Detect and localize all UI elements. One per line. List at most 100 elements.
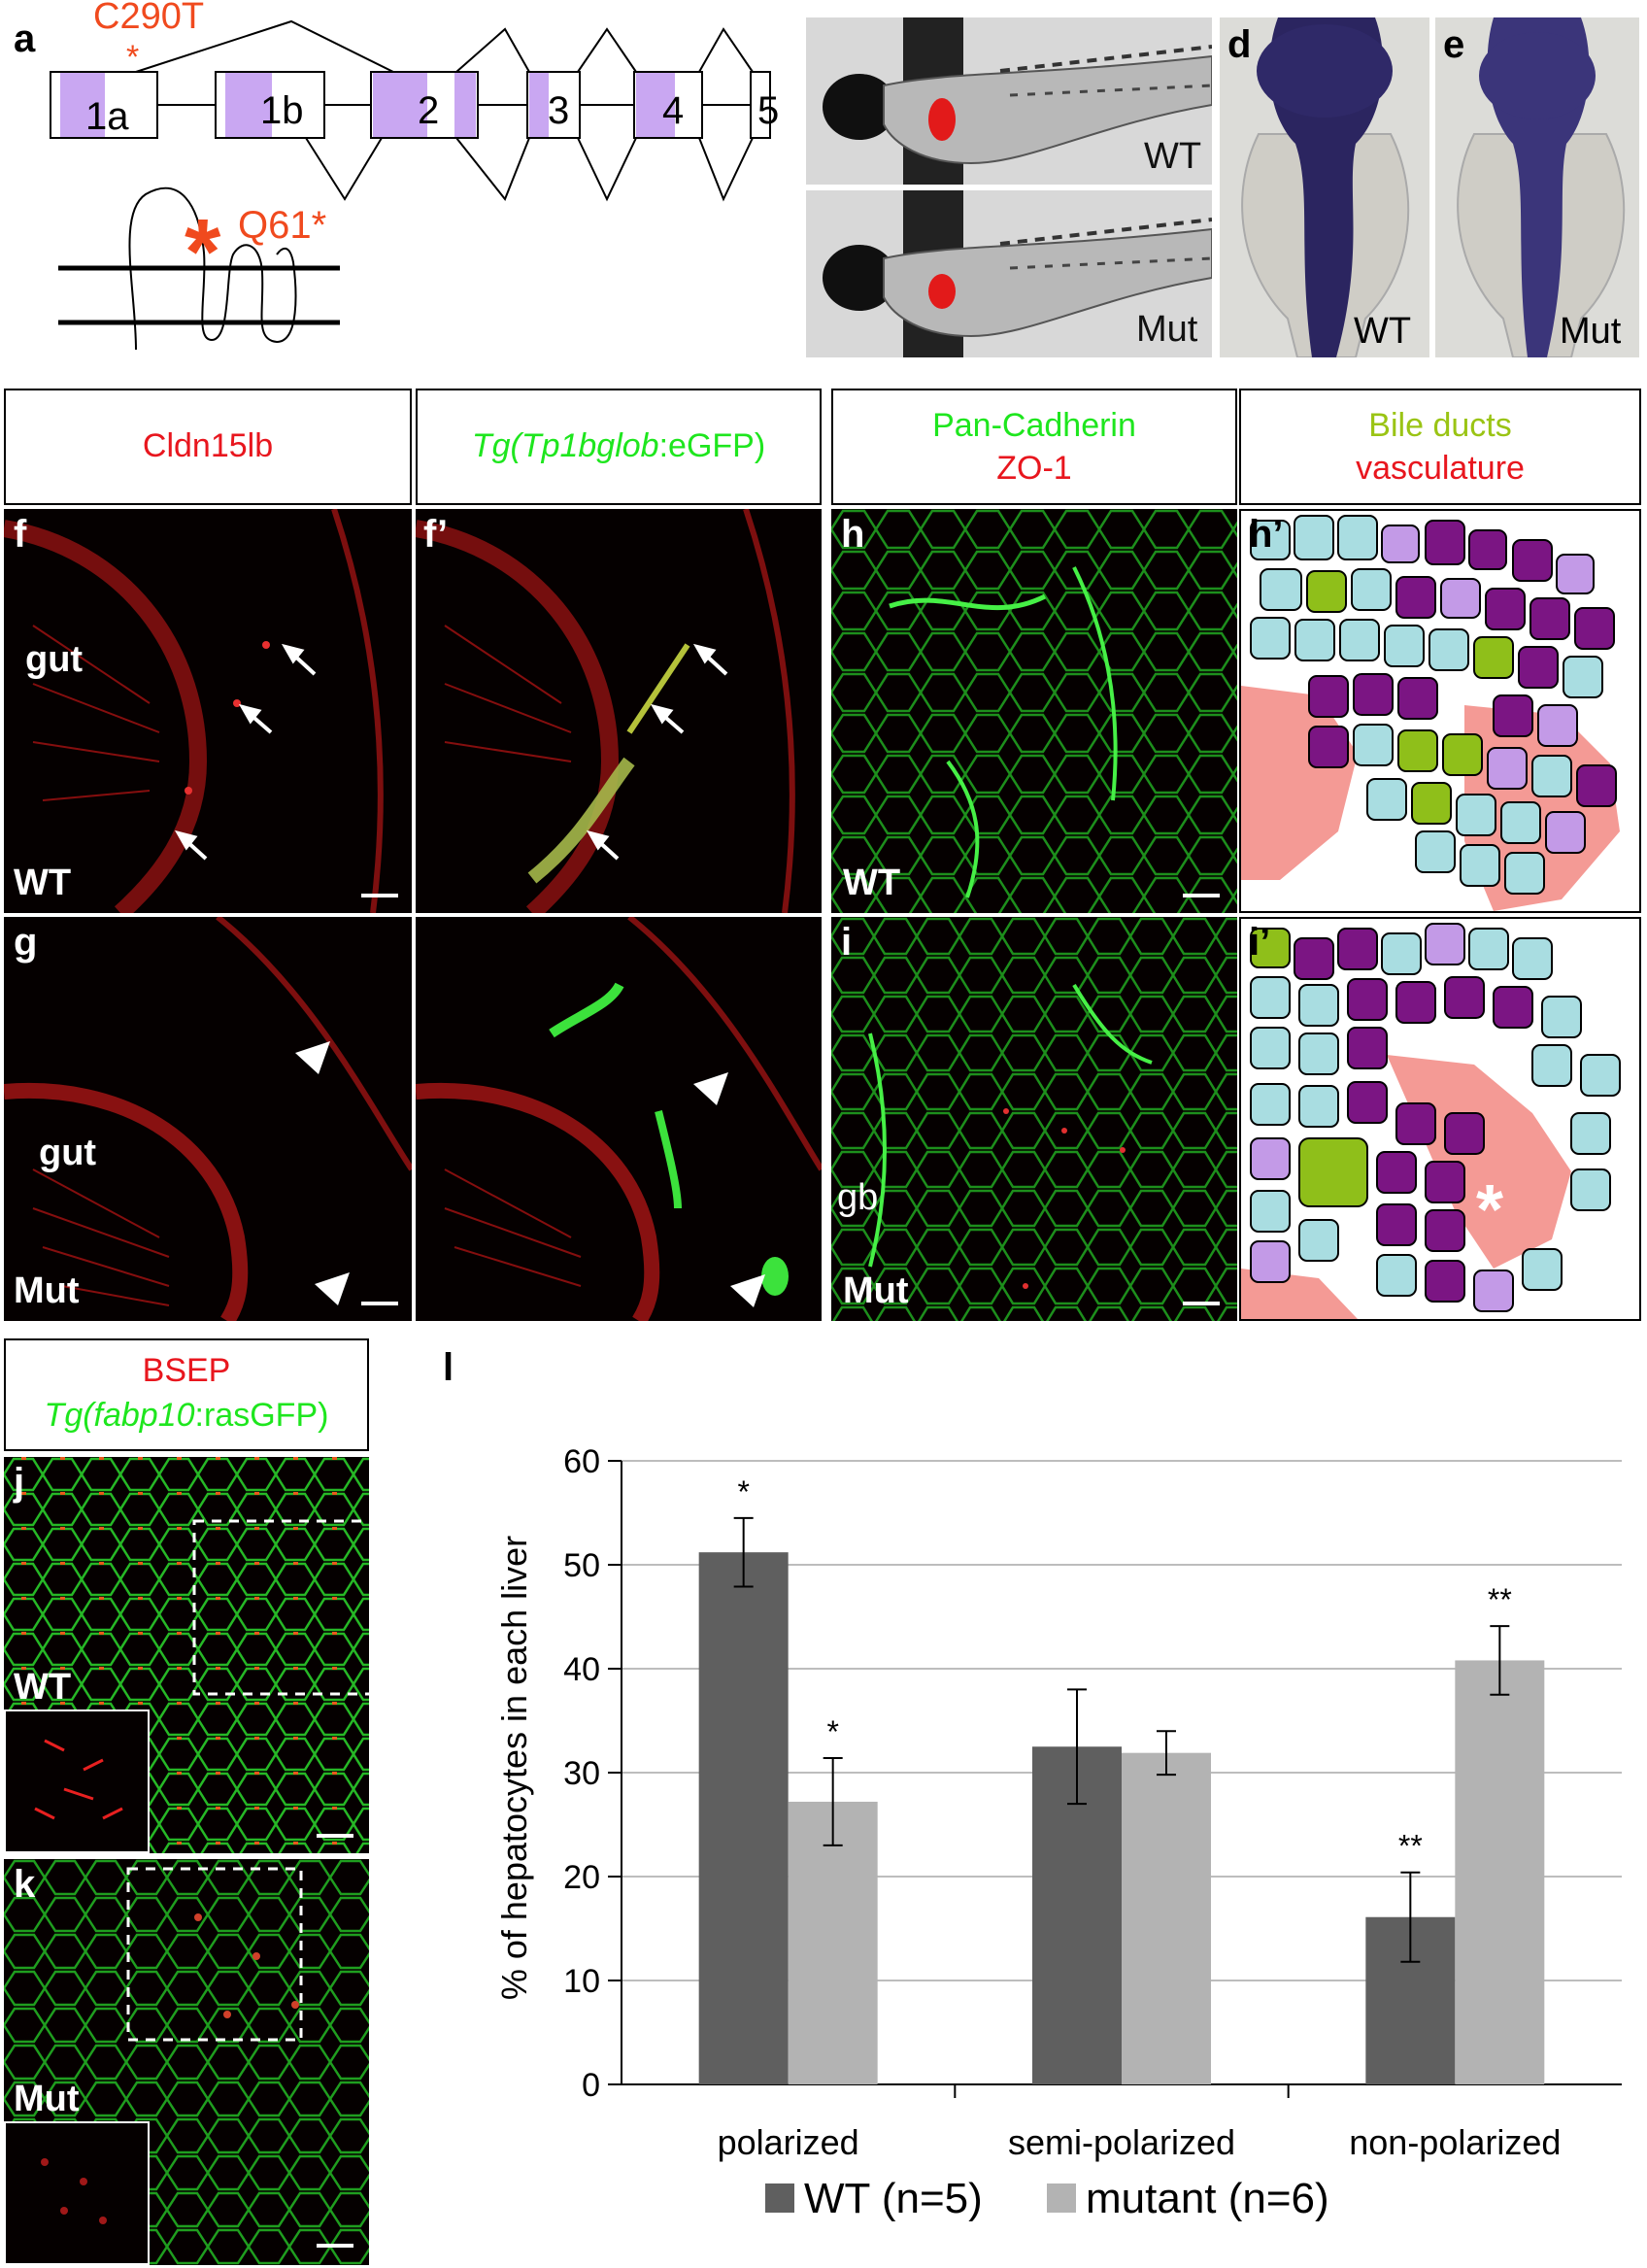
significance-polarized-1: * [826, 1714, 838, 1749]
panel-label-k: k [14, 1863, 36, 1906]
exon-label-1a: 1a [85, 95, 129, 138]
panel-label-f2: f’ [423, 513, 449, 556]
y-axis-label: % of hepatocytes in each liver [494, 1536, 534, 2000]
in-situ-image-wt [1220, 17, 1429, 357]
bar-non-polarized-mutant [1455, 1660, 1545, 2084]
header-pan-cadherin-text: Pan-Cadherin [932, 407, 1136, 444]
y-tick-label-60: 60 [563, 1443, 600, 1480]
in-situ-label-wt: WT [1354, 311, 1412, 352]
exon-label-1b: 1b [260, 89, 304, 132]
gene-structure-diagram [50, 19, 771, 351]
panel-label-h: h [841, 513, 865, 556]
legend-label-0: WT (n=5) [804, 2175, 983, 2222]
legend-label-1: mutant (n=6) [1086, 2175, 1329, 2222]
label-mut-i: Mut [843, 1270, 909, 1311]
header-tp1bglob: Tg(Tp1bglob:eGFP) [416, 389, 822, 505]
exon-label-5: 5 [757, 89, 780, 132]
panel-label-d: d [1227, 23, 1252, 66]
tracing-h2-wt [1239, 509, 1641, 913]
label-gb-i: gb [837, 1177, 879, 1218]
scale-bar-h [1183, 894, 1220, 897]
panel-label-j: j [14, 1461, 25, 1504]
panel-label-l: l [443, 1346, 454, 1389]
scale-bar-g [361, 1302, 398, 1305]
label-mut-g: Mut [14, 1270, 80, 1311]
header-fabp10-italic: fabp10 [93, 1397, 195, 1434]
y-tick-label-40: 40 [563, 1651, 600, 1688]
x-tick-label-polarized: polarized [718, 2122, 859, 2162]
y-tick-label-50: 50 [563, 1547, 600, 1584]
micrograph-g2-mut-merge [416, 917, 822, 1321]
micrograph-f-wt-cldn15lb [4, 509, 412, 913]
label-wt-j: WT [14, 1667, 72, 1708]
header-fabp10-tg: Tg( [44, 1397, 94, 1434]
mutation-label: C290T [93, 0, 205, 37]
bar-chart-hepatocyte-polarity: % of hepatocytes in each liver 0 10 20 30 40… [494, 1443, 1622, 2222]
bar-semi-polarized-mutant [1122, 1752, 1211, 2084]
y-tick-label-20: 20 [563, 1859, 600, 1896]
header-cldn15lb-text: Cldn15lb [142, 427, 274, 464]
larva-label-mut: Mut [1136, 309, 1198, 350]
micrograph-j-wt-bsep [4, 1457, 369, 1853]
bar-polarized-wt [698, 1552, 789, 2084]
panel-label-f: f [14, 513, 27, 556]
header-vasculature-text: vasculature [1356, 450, 1525, 487]
larva-image-mut [806, 190, 1212, 357]
header-pan-cadherin: Pan-Cadherin ZO-1 [831, 389, 1237, 505]
tracing-i2-mut [1239, 917, 1641, 1321]
larva-label-wt: WT [1144, 136, 1202, 177]
panel-label-e: e [1443, 23, 1465, 66]
panel-label-h2: h’ [1249, 513, 1284, 556]
protein-mutation-star: * [185, 200, 221, 304]
mutation-asterisk: * [126, 39, 140, 76]
label-gut-g: gut [39, 1133, 97, 1173]
header-tp1bglob-tg: Tg( [471, 427, 521, 464]
exon-label-2: 2 [418, 89, 440, 132]
legend-swatch-0 [765, 2183, 794, 2213]
exon-label-4: 4 [662, 89, 685, 132]
in-situ-image-mut [1435, 17, 1639, 357]
y-tick-label-30: 30 [563, 1755, 600, 1792]
header-tp1bglob-rest: :eGFP) [658, 427, 766, 464]
header-fabp10-rest: :rasGFP) [194, 1397, 329, 1434]
panel-label-i2: i’ [1249, 921, 1271, 964]
scale-bar-j [317, 1834, 353, 1838]
header-zo1-text: ZO-1 [996, 450, 1072, 487]
larva-image-wt [806, 17, 1212, 185]
significance-non-polarized-1: ** [1488, 1582, 1512, 1617]
significance-polarized-0: * [737, 1474, 749, 1509]
micrograph-k-mut-bsep [4, 1859, 369, 2265]
x-tick-label-semi-polarized: semi-polarized [1008, 2122, 1235, 2162]
header-cldn15lb: Cldn15lb [4, 389, 412, 505]
inset-k [4, 2121, 150, 2265]
label-gut-f: gut [25, 639, 84, 680]
scale-bar-i [1183, 1302, 1220, 1305]
header-bile-ducts-text: Bile ducts [1368, 407, 1512, 444]
panel-label-i: i [841, 921, 853, 964]
header-tp1bglob-italic: Tp1bglob [521, 427, 659, 464]
legend-swatch-1 [1047, 2183, 1076, 2213]
micrograph-h-wt-cadherin [831, 509, 1237, 913]
header-bsep-text: BSEP [142, 1352, 231, 1389]
y-tick-label-0: 0 [582, 2067, 600, 2104]
protein-mutation-label: Q61* [238, 204, 327, 247]
label-wt-f: WT [14, 863, 72, 903]
scale-bar-f [361, 894, 398, 897]
label-mut-k: Mut [14, 2079, 80, 2119]
micrograph-i-mut-cadherin [831, 917, 1237, 1321]
panel-label-a: a [14, 17, 36, 60]
micrograph-g-mut-cldn15lb [4, 917, 412, 1321]
header-bsep: BSEP Tg(fabp10:rasGFP) [4, 1338, 369, 1451]
significance-non-polarized-0: ** [1398, 1829, 1423, 1864]
inset-j [4, 1709, 150, 1853]
in-situ-label-mut: Mut [1560, 311, 1622, 352]
label-star-i2: * [1476, 1171, 1504, 1249]
scale-bar-k [317, 2244, 353, 2248]
x-tick-label-non-polarized: non-polarized [1349, 2122, 1561, 2162]
label-wt-h: WT [843, 863, 901, 903]
micrograph-f2-wt-merge [416, 509, 822, 913]
exon-label-3: 3 [548, 89, 570, 132]
y-tick-label-10: 10 [563, 1963, 600, 2000]
panel-label-g: g [14, 921, 38, 964]
bar-polarized-mutant [788, 1801, 878, 2084]
